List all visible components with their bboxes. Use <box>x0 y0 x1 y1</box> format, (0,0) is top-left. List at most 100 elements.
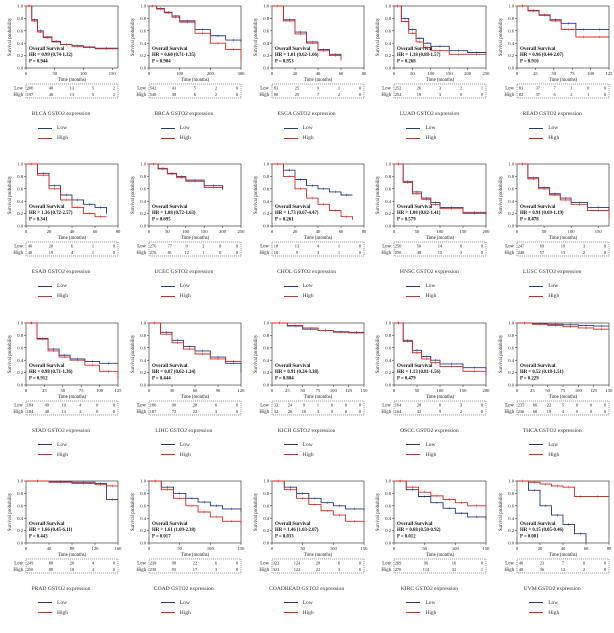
risk-count-high: 0 <box>481 409 484 414</box>
p-value: P = 0.916 <box>520 59 539 64</box>
legend-swatch-low <box>529 444 544 446</box>
x-tick-label: 80 <box>116 229 121 234</box>
risk-count-low: 18 <box>273 244 278 249</box>
legend-entry-low: Low <box>160 440 191 450</box>
risk-count-high: 15 <box>438 250 443 255</box>
y-tick-label: 0.6 <box>140 28 146 33</box>
legend-entry-low: Low <box>283 281 314 291</box>
legend-swatch-low <box>38 444 52 446</box>
legend-swatch-high <box>529 137 544 139</box>
y-axis-label: Survival probability <box>8 334 13 373</box>
panel-caption: KIRC GSTO2 expression <box>400 585 459 592</box>
y-tick-label: 0.0 <box>17 382 23 387</box>
risk-count-low: 9 <box>185 244 188 249</box>
y-tick-label: 0.6 <box>508 503 514 508</box>
p-value: P = 0.268 <box>397 59 416 64</box>
panel-caption: HNSC GSTO2 expression <box>399 269 459 276</box>
x-tick-label: 0 <box>393 546 396 551</box>
y-tick-label: 0.0 <box>386 66 392 71</box>
x-tick-label: 40 <box>47 546 52 551</box>
risk-count-high: 0 <box>604 250 607 255</box>
risk-count-low: 3 <box>460 402 463 407</box>
panel-caption: BLCA GSTO2 expression <box>31 111 91 117</box>
y-tick-label: 0.6 <box>17 28 23 33</box>
legend-swatch-high <box>283 454 298 456</box>
p-value: P = 0.012 <box>397 534 416 539</box>
x-tick-label: 50 <box>52 71 57 76</box>
overall-survival-label: Overall Survival <box>152 364 188 369</box>
x-axis-label: Time (months) <box>303 553 332 558</box>
x-tick-label: 30 <box>170 388 175 393</box>
risk-count-low: 1 <box>481 86 483 91</box>
panel-legend: Low High <box>406 281 436 301</box>
x-tick-label: 50 <box>410 71 415 76</box>
risk-count-low: 0 <box>604 560 607 565</box>
y-tick-label: 0.0 <box>263 382 269 387</box>
legend-entry-low: Low <box>406 123 436 133</box>
y-axis-label: Survival probability <box>131 334 136 373</box>
y-tick-label: 0.0 <box>17 540 23 545</box>
risk-row-label-high: High <box>13 568 23 573</box>
risk-row-label-low: Low <box>260 87 269 92</box>
legend-entry-low: Low <box>406 440 436 450</box>
risk-count-low: 48 <box>49 86 54 91</box>
hazard-ratio: HR = 0.68 (0.50-0.92) <box>397 528 441 533</box>
legend-swatch-low <box>283 285 298 287</box>
survival-curve-high <box>394 480 487 509</box>
risk-count-high: 250 <box>395 250 402 255</box>
y-tick-label: 0.8 <box>508 491 514 496</box>
km-panel: 0.0 0.2 0.4 0.6 0.8 1.0 0 25 50 75 100 125 Survival … <box>0 317 122 472</box>
risk-count-low: 0 <box>604 244 607 249</box>
risk-count-high: 48 <box>417 250 422 255</box>
x-tick-label: 125 <box>345 388 353 393</box>
risk-row-label-low: Low <box>260 245 269 250</box>
risk-count-high: 26 <box>287 409 292 414</box>
p-value: P = 0.884 <box>275 376 294 381</box>
km-panel: 0.0 0.2 0.4 0.6 0.8 1.0 0 20 40 60 80 Survival prob… <box>0 158 122 313</box>
risk-count-low: 16 <box>452 560 457 565</box>
risk-count-high: 2 <box>460 409 462 414</box>
x-tick-label: 90 <box>216 388 221 393</box>
legend-label-low: Low <box>179 125 190 131</box>
x-tick-label: 50 <box>546 388 551 393</box>
legend-swatch-high <box>160 137 175 139</box>
x-tick-label: 150 <box>109 71 117 76</box>
hazard-ratio: HR = 0.91 (0.24-3.38) <box>275 370 319 375</box>
risk-row-label-high: High <box>505 93 515 98</box>
risk-row-label-high: High <box>259 251 269 256</box>
risk-count-low: 20 <box>49 244 54 249</box>
risk-table-frame <box>394 83 487 99</box>
risk-count-high: 40 <box>519 567 524 572</box>
risk-count-high: 37 <box>536 92 541 97</box>
overall-survival-label: Overall Survival <box>29 364 65 369</box>
x-tick-label: 50 <box>300 388 305 393</box>
risk-table-frame <box>271 400 364 415</box>
risk-row-label-low: Low <box>137 403 146 408</box>
panel-legend: Low High <box>529 440 559 460</box>
risk-count-low: 3 <box>583 244 586 249</box>
risk-row-label-high: High <box>13 93 23 98</box>
km-plot: 0.0 0.2 0.4 0.6 0.8 1.0 0 50 100 150 Survival prob… <box>376 478 491 574</box>
legend-swatch-low <box>406 602 421 604</box>
risk-count-low: 0 <box>113 560 116 565</box>
risk-count-low: 0 <box>236 560 239 565</box>
risk-count-high: 13 <box>561 250 566 255</box>
hazard-ratio: HR = 1.01 (0.62-1.66) <box>275 53 319 58</box>
y-tick-label: 0.2 <box>17 370 23 375</box>
legend-entry-high: High <box>160 608 191 618</box>
risk-count-high: 4 <box>71 250 74 255</box>
risk-count-low: 77 <box>167 244 172 249</box>
y-axis-label: Survival probability <box>254 334 259 373</box>
x-tick-label: 75 <box>79 388 84 393</box>
risk-row-label-low: Low <box>137 87 146 92</box>
y-tick-label: 0.8 <box>263 491 269 496</box>
legend-swatch-high <box>160 612 175 614</box>
risk-count-low: 13 <box>70 86 75 91</box>
legend-label-high: High <box>302 135 314 141</box>
risk-count-low: 20 <box>70 560 75 565</box>
legend-label-low: Low <box>179 441 190 448</box>
risk-count-high: 57 <box>540 250 545 255</box>
x-tick-label: 0 <box>516 229 519 234</box>
x-tick-label: 100 <box>575 388 583 393</box>
y-tick-label: 0.0 <box>263 540 269 545</box>
